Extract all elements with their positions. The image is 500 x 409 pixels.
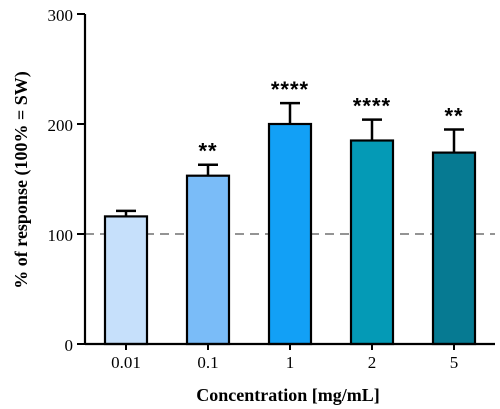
significance-1: ****: [271, 77, 309, 102]
significance-0.1: **: [198, 139, 217, 164]
plot-area: 0.01 ** 0.1 **** 1 **** 2 ** 5 0 100 200 300: [48, 6, 495, 372]
significance-5: **: [444, 104, 463, 129]
x-tick-label-0.1: 0.1: [197, 353, 218, 372]
x-tick-label-5: 5: [450, 353, 459, 372]
bar-5: [431, 151, 477, 346]
bar-0.01: [103, 215, 149, 346]
bar-2: [349, 139, 395, 346]
x-tick-label-1: 1: [286, 353, 295, 372]
x-axis-title: Concentration [mg/mL]: [196, 385, 379, 405]
bar-1: [267, 122, 313, 346]
y-axis-title: % of response (100% = SW): [11, 71, 32, 288]
y-tick-label-300: 300: [48, 6, 74, 25]
bar-0.1: [185, 174, 231, 346]
x-tick-label-0.01: 0.01: [111, 353, 141, 372]
y-tick-label-100: 100: [48, 226, 74, 245]
y-tick-label-0: 0: [65, 336, 74, 355]
significance-2: ****: [353, 94, 391, 119]
x-tick-label-2: 2: [368, 353, 377, 372]
y-tick-label-200: 200: [48, 116, 74, 135]
